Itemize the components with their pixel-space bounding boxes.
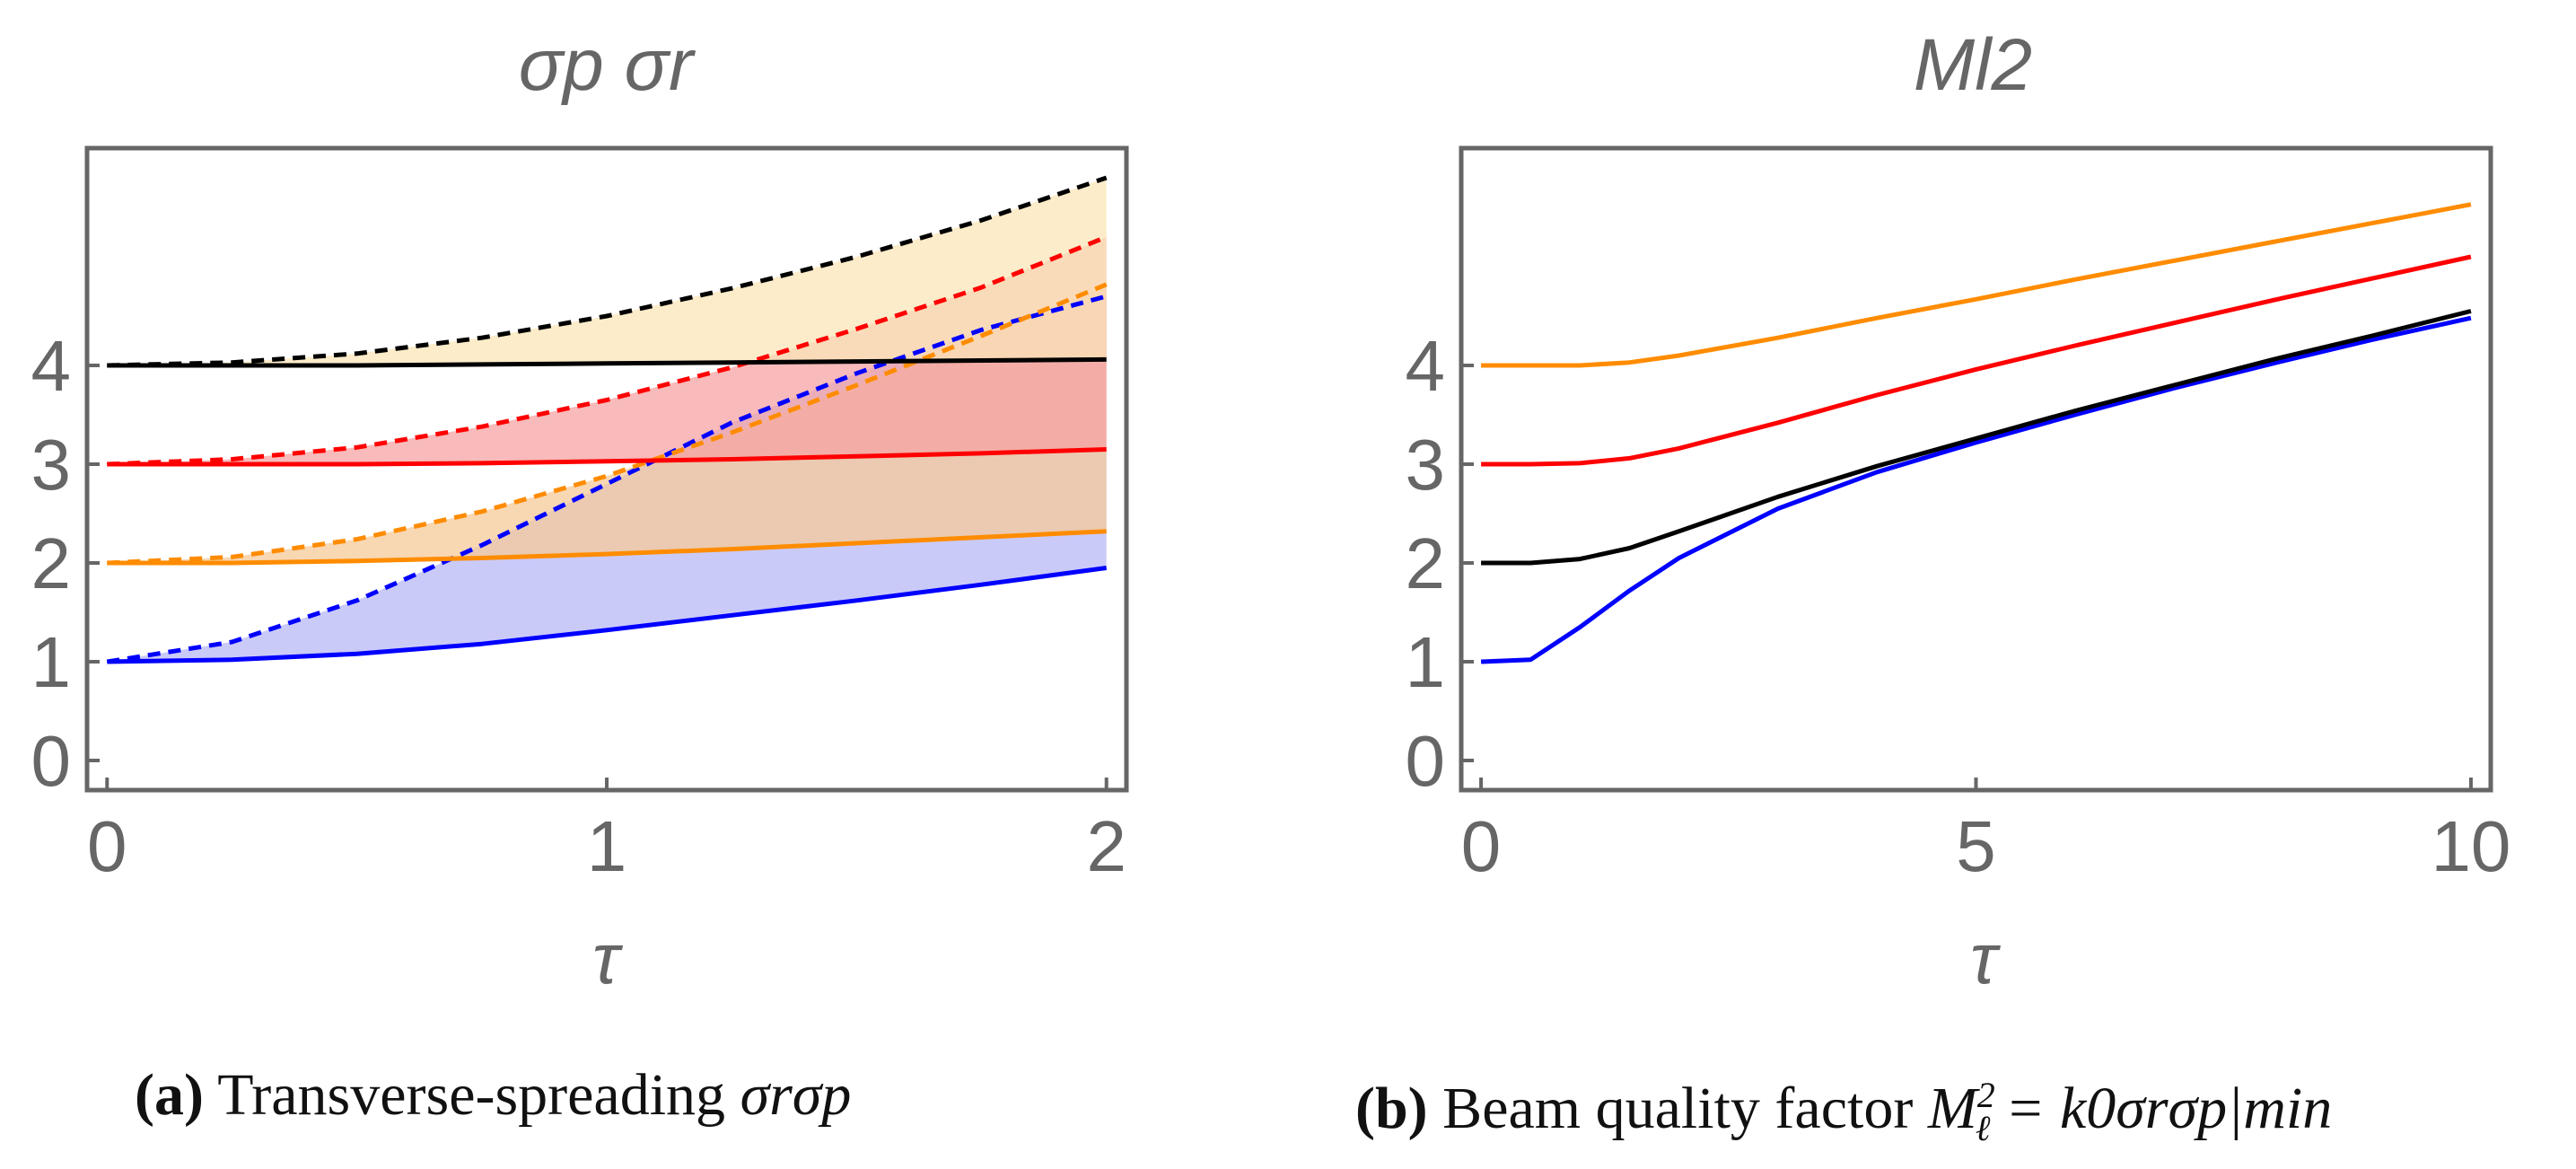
band-fill bbox=[107, 284, 1107, 563]
caption-b-text: Beam quality factor bbox=[1442, 1076, 1914, 1141]
caption-b-math-sub: ℓ bbox=[1975, 1108, 1991, 1149]
plot-area bbox=[106, 175, 1108, 664]
panel-b-chart: 0 5 10 0 1 2 3 4 τ Ml2 bbox=[1406, 24, 2511, 998]
y-tick-label: 2 bbox=[31, 523, 72, 603]
caption-a: (a) Transverse-spreading σrσp bbox=[135, 1055, 851, 1136]
band-fill bbox=[107, 178, 1107, 365]
series-line bbox=[1481, 202, 2472, 368]
y-tick-label: 4 bbox=[1406, 326, 1446, 406]
panel-a-chart: 0 1 2 0 1 2 3 4 τ σp σr bbox=[31, 24, 1129, 998]
series-line bbox=[1481, 315, 2472, 664]
series-line bbox=[107, 282, 1108, 566]
series-line bbox=[107, 175, 1108, 368]
y-tick-label: 3 bbox=[31, 425, 72, 505]
series-line bbox=[107, 234, 1108, 467]
x-tick-label: 5 bbox=[1956, 806, 1996, 886]
caption-b: (b) Beam quality factor M2ℓ = k0σrσp|min bbox=[1355, 1055, 2332, 1148]
caption-b-math-lhs: M bbox=[1927, 1076, 1977, 1141]
chart-title: σp σr bbox=[519, 24, 697, 106]
y-tick-label: 1 bbox=[1406, 622, 1446, 702]
caption-a-math: σrσp bbox=[740, 1062, 852, 1128]
x-tick-label: 1 bbox=[587, 806, 627, 886]
x-axis-label: τ bbox=[1970, 918, 2002, 998]
x-tick-label: 10 bbox=[2431, 806, 2510, 886]
plot-area bbox=[1481, 202, 2472, 664]
caption-a-label: (a) bbox=[135, 1062, 204, 1128]
series-line bbox=[107, 529, 1107, 566]
y-tick-label: 0 bbox=[1406, 721, 1446, 801]
band-fill bbox=[107, 237, 1107, 464]
x-tick-label: 0 bbox=[1461, 806, 1502, 886]
series-line bbox=[1481, 254, 2472, 467]
series-line bbox=[106, 294, 1108, 664]
caption-b-label: (b) bbox=[1355, 1076, 1428, 1141]
y-tick-label: 4 bbox=[31, 326, 72, 406]
y-tick-label: 1 bbox=[31, 622, 72, 702]
chart-title: Ml2 bbox=[1914, 24, 2032, 106]
caption-b-math: M2ℓ = k0σrσp|min bbox=[1927, 1075, 2333, 1148]
y-tick-label: 0 bbox=[31, 721, 72, 801]
series-line bbox=[1481, 309, 2472, 566]
caption-b-math-rhs: = k0σrσp|min bbox=[2004, 1076, 2333, 1141]
y-tick-label: 2 bbox=[1406, 523, 1446, 603]
series-line bbox=[107, 447, 1107, 467]
series-line bbox=[107, 356, 1107, 368]
series-line bbox=[107, 566, 1108, 664]
caption-a-text: Transverse-spreading bbox=[217, 1062, 726, 1128]
y-tick-label: 3 bbox=[1406, 425, 1446, 505]
plot-frame bbox=[1459, 145, 2493, 793]
x-tick-label: 2 bbox=[1086, 806, 1126, 886]
x-tick-label: 0 bbox=[87, 806, 127, 886]
x-axis-label: τ bbox=[592, 918, 624, 998]
